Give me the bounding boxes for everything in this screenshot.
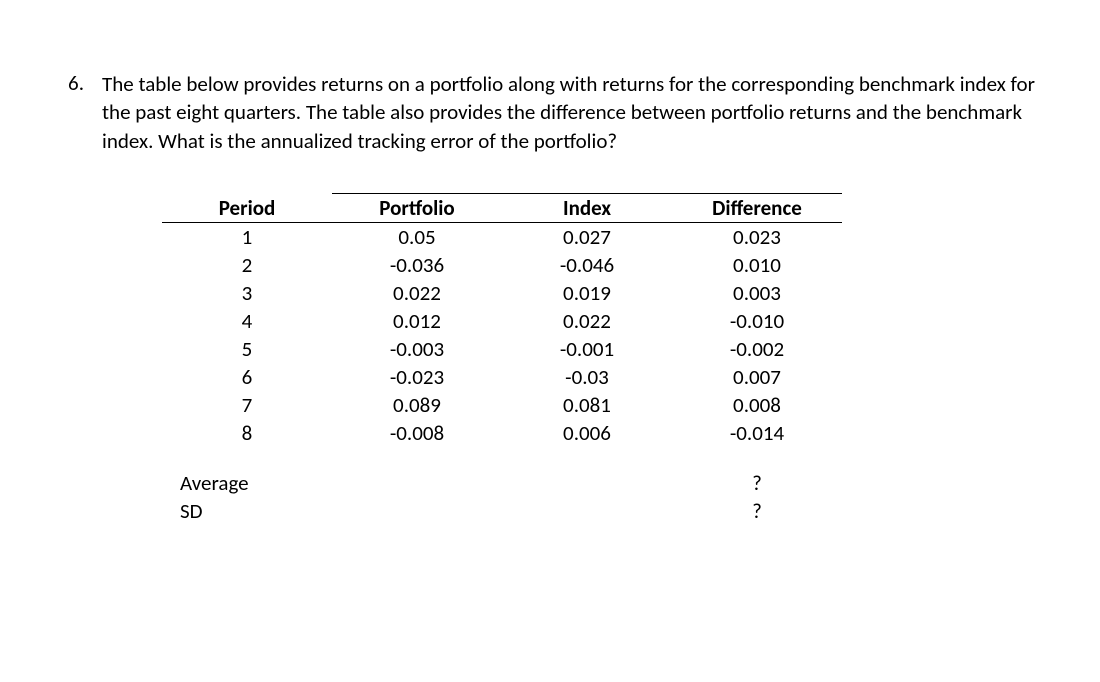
cell-difference: 0.003	[672, 279, 842, 307]
cell-difference: 0.023	[672, 223, 842, 252]
header-index: Index	[502, 194, 672, 223]
cell-portfolio: 0.022	[332, 279, 502, 307]
question-body: The table below provides returns on a po…	[102, 70, 1040, 525]
summary-row-average: Average ?	[162, 469, 842, 497]
cell-index: 0.081	[502, 391, 672, 419]
summary-value-average: ?	[672, 469, 842, 497]
cell-period: 1	[162, 223, 332, 252]
cell-difference: -0.014	[672, 419, 842, 447]
question-text: The table below provides returns on a po…	[102, 70, 1040, 155]
cell-index: 0.022	[502, 307, 672, 335]
table-row: 4 0.012 0.022 -0.010	[162, 307, 842, 335]
table-wrapper: Period Portfolio Index Difference 1 0.05…	[162, 193, 1040, 525]
cell-portfolio: 0.012	[332, 307, 502, 335]
cell-index: -0.001	[502, 335, 672, 363]
cell-difference: 0.010	[672, 251, 842, 279]
question-container: 6. The table below provides returns on a…	[60, 70, 1040, 525]
cell-portfolio: -0.008	[332, 419, 502, 447]
table-row: 8 -0.008 0.006 -0.014	[162, 419, 842, 447]
header-period: Period	[162, 194, 332, 223]
spacer-row	[162, 447, 842, 469]
cell-index: 0.019	[502, 279, 672, 307]
cell-difference: 0.008	[672, 391, 842, 419]
cell-difference: -0.002	[672, 335, 842, 363]
table-row: 2 -0.036 -0.046 0.010	[162, 251, 842, 279]
cell-period: 7	[162, 391, 332, 419]
cell-portfolio: 0.05	[332, 223, 502, 252]
cell-portfolio: 0.089	[332, 391, 502, 419]
table-row: 7 0.089 0.081 0.008	[162, 391, 842, 419]
cell-difference: 0.007	[672, 363, 842, 391]
question-number: 6.	[60, 70, 84, 96]
cell-period: 3	[162, 279, 332, 307]
summary-row-sd: SD ?	[162, 497, 842, 525]
cell-period: 6	[162, 363, 332, 391]
cell-portfolio: -0.023	[332, 363, 502, 391]
summary-value-sd: ?	[672, 497, 842, 525]
table-row: 6 -0.023 -0.03 0.007	[162, 363, 842, 391]
cell-index: 0.006	[502, 419, 672, 447]
table-body: 1 0.05 0.027 0.023 2 -0.036 -0.046 0.010…	[162, 223, 842, 526]
returns-table: Period Portfolio Index Difference 1 0.05…	[162, 193, 842, 525]
table-row: 5 -0.003 -0.001 -0.002	[162, 335, 842, 363]
cell-index: 0.027	[502, 223, 672, 252]
cell-portfolio: -0.036	[332, 251, 502, 279]
header-difference: Difference	[672, 194, 842, 223]
cell-period: 5	[162, 335, 332, 363]
header-portfolio: Portfolio	[332, 194, 502, 223]
table-row: 1 0.05 0.027 0.023	[162, 223, 842, 252]
cell-period: 2	[162, 251, 332, 279]
cell-index: -0.03	[502, 363, 672, 391]
table-row: 3 0.022 0.019 0.003	[162, 279, 842, 307]
cell-difference: -0.010	[672, 307, 842, 335]
cell-index: -0.046	[502, 251, 672, 279]
summary-label-average: Average	[162, 469, 332, 497]
summary-label-sd: SD	[162, 497, 332, 525]
cell-portfolio: -0.003	[332, 335, 502, 363]
cell-period: 4	[162, 307, 332, 335]
cell-period: 8	[162, 419, 332, 447]
